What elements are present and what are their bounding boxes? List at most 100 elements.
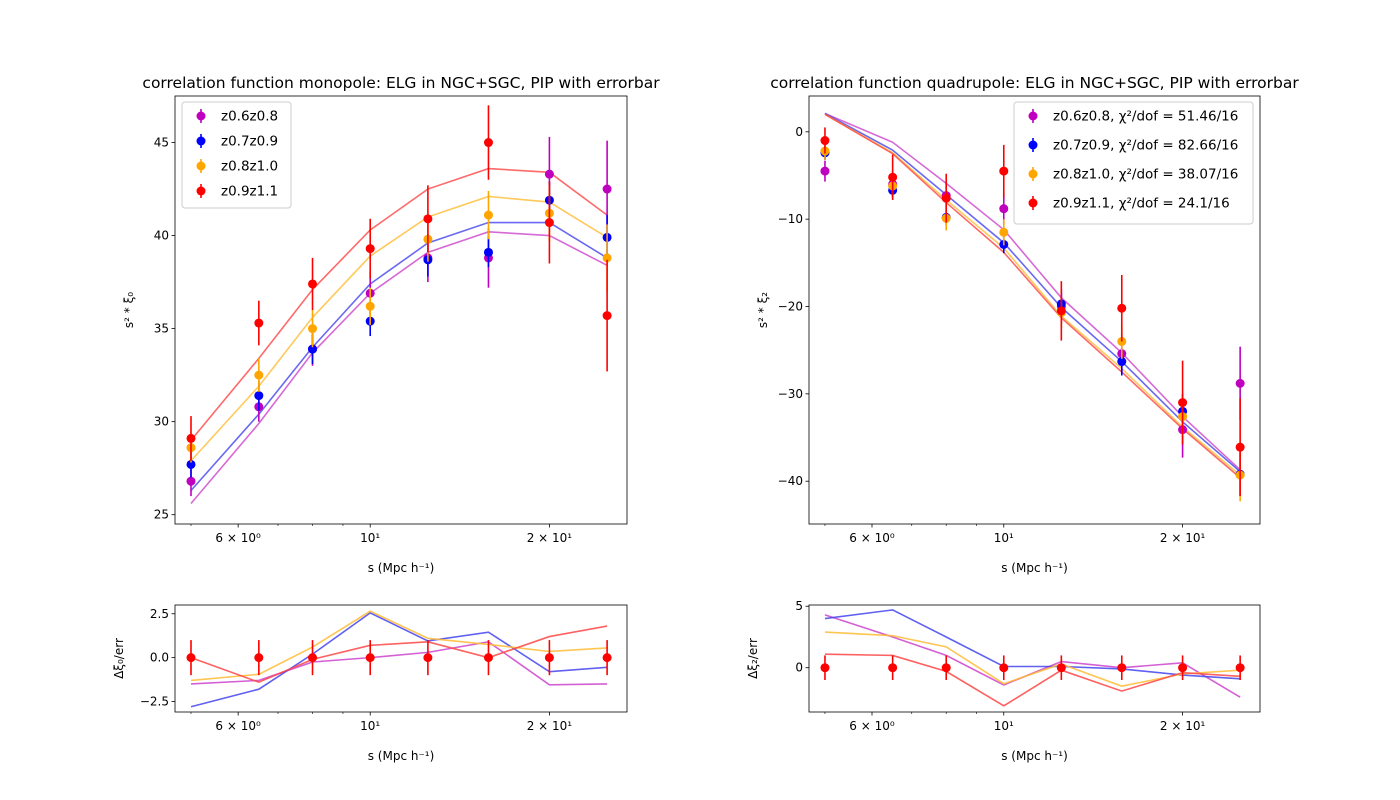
reference-point <box>308 653 318 663</box>
chart-title: correlation function quadrupole: ELG in … <box>770 74 1299 92</box>
legend-label: z0.9z1.1, χ²/dof = 24.1/16 <box>1053 196 1230 212</box>
data-point <box>602 253 612 263</box>
plot-area <box>820 609 1245 707</box>
data-point <box>1235 442 1245 452</box>
y-tick-label: −20 <box>778 300 803 314</box>
x-tick-label: 2 × 10¹ <box>1160 531 1206 545</box>
y-tick-label: 0 <box>795 125 803 139</box>
x-tick-label: 6 × 10⁰ <box>849 531 895 545</box>
data-point <box>941 193 951 203</box>
legend-marker <box>1028 198 1038 208</box>
panel-monopole-main: 6 × 10⁰ 10¹ 2 × 10¹ 25 30 35 40 45 s (Mpc h⁻¹) s²… <box>122 74 660 575</box>
legend-label: z0.9z1.1 <box>221 184 278 200</box>
y-tick-label: 40 <box>154 229 169 243</box>
chart-title: correlation function monopole: ELG in NG… <box>142 74 660 92</box>
data-point <box>544 218 554 228</box>
x-tick-label: 2 × 10¹ <box>1160 719 1206 733</box>
legend-marker <box>1028 111 1038 121</box>
residual-line <box>824 653 1241 707</box>
x-tick-label: 10¹ <box>994 531 1014 545</box>
model-line <box>190 231 608 505</box>
panel-monopole-residual: 6 × 10⁰ 10¹ 2 × 10¹ 2.5 0.0 −2.5 s (Mpc h⁻¹) Δξ… <box>112 604 628 763</box>
reference-point <box>1056 663 1066 673</box>
model-line <box>824 113 1241 476</box>
reference-point <box>1178 663 1188 673</box>
y-axis-label: Δξ₂/err <box>746 638 760 679</box>
model-line <box>824 113 1241 479</box>
x-tick-label: 6 × 10⁰ <box>849 719 895 733</box>
y-tick-label: 5 <box>795 599 803 613</box>
reference-point <box>999 663 1009 673</box>
data-point <box>1056 306 1066 316</box>
reference-point <box>254 653 264 663</box>
reference-point <box>186 653 196 663</box>
y-axis-label: Δξ₀/err <box>112 638 126 679</box>
model-line <box>190 167 608 441</box>
reference-point <box>544 653 554 663</box>
plot-area <box>820 112 1245 502</box>
legend-label: z0.8z1.0 <box>221 159 278 175</box>
axes-frame <box>174 95 628 525</box>
data-point <box>888 172 898 182</box>
legend-label: z0.7z0.9 <box>221 134 278 150</box>
residual-line <box>824 631 1241 688</box>
reference-point <box>1235 663 1245 673</box>
data-point <box>423 214 433 224</box>
data-point <box>186 476 196 486</box>
legend-marker <box>1028 169 1038 179</box>
reference-point <box>941 663 951 673</box>
legend-marker <box>196 136 206 146</box>
data-point <box>308 344 318 354</box>
x-axis-label: s (Mpc h⁻¹) <box>368 561 435 575</box>
legend-label: z0.6z0.8 <box>221 109 278 125</box>
y-tick-label: 0 <box>795 661 803 675</box>
x-tick-label: 10¹ <box>994 719 1014 733</box>
y-tick-label: 30 <box>154 415 169 429</box>
data-point <box>1117 357 1127 367</box>
data-point <box>544 169 554 179</box>
data-point <box>999 204 1009 214</box>
reference-point <box>365 653 375 663</box>
legend-marker <box>1028 140 1038 150</box>
y-tick-label: 35 <box>154 322 169 336</box>
reference-point <box>1117 663 1127 673</box>
legend-label: z0.6z0.8, χ²/dof = 51.46/16 <box>1053 109 1238 125</box>
residual-line <box>190 610 608 682</box>
data-point <box>483 247 493 257</box>
data-point <box>999 166 1009 176</box>
reference-point <box>423 653 433 663</box>
data-point <box>820 166 830 176</box>
y-axis-label: s² * ξ₂ <box>756 292 770 328</box>
data-point <box>308 324 318 334</box>
legend: z0.6z0.8 z0.7z0.9 z0.8z1.0 z0.9z1.1 <box>181 101 292 209</box>
model-line <box>190 195 608 462</box>
data-point <box>308 279 318 289</box>
legend-marker <box>196 111 206 121</box>
panel-quadrupole-main: 6 × 10⁰ 10¹ 2 × 10¹ 0 −10 −20 −30 −40 s (Mpc h⁻¹… <box>756 74 1299 575</box>
x-tick-label: 10¹ <box>360 719 380 733</box>
y-tick-label: −10 <box>778 212 803 226</box>
data-point <box>483 138 493 148</box>
x-axis-label: s (Mpc h⁻¹) <box>368 749 435 763</box>
data-point <box>1178 398 1188 408</box>
data-point <box>602 184 612 194</box>
data-point <box>254 318 264 328</box>
legend-box <box>1013 101 1254 225</box>
model-line <box>824 112 1241 471</box>
y-tick-label: 45 <box>154 136 169 150</box>
panel-quadrupole-residual: 6 × 10⁰ 10¹ 2 × 10¹ 5 0 s (Mpc h⁻¹) Δξ₂/err <box>746 599 1261 763</box>
y-tick-label: 25 <box>154 508 169 522</box>
y-tick-label: 2.5 <box>150 607 169 621</box>
legend: z0.6z0.8, χ²/dof = 51.46/16 z0.7z0.9, χ²/… <box>1013 101 1254 225</box>
residual-line <box>824 609 1241 680</box>
reference-point <box>888 663 898 673</box>
data-point <box>186 459 196 469</box>
data-point <box>254 391 264 401</box>
x-axis-label: s (Mpc h⁻¹) <box>1001 749 1068 763</box>
y-tick-label: −30 <box>778 387 803 401</box>
reference-point <box>483 653 493 663</box>
data-point <box>365 301 375 311</box>
data-point <box>1235 378 1245 388</box>
reference-point <box>820 663 830 673</box>
